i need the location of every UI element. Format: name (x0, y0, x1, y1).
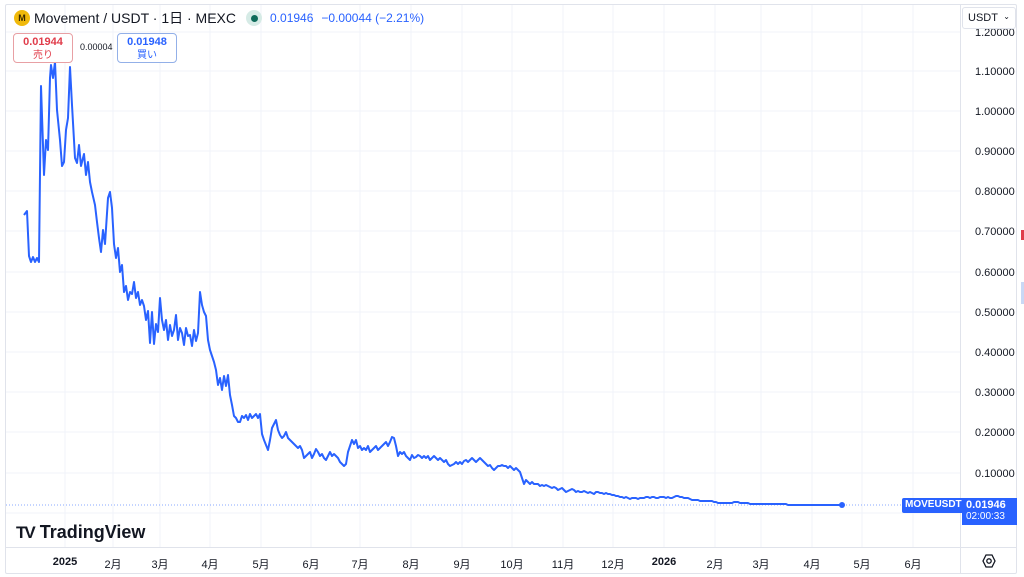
time-axis-label: 11月 (551, 559, 575, 571)
edge-marker-blue (1021, 282, 1024, 304)
chart-plot-area[interactable] (6, 5, 960, 547)
series-symbol-tag: MOVEUSDT (902, 498, 965, 513)
time-axis-label: 9月 (453, 559, 471, 571)
time-axis-label: 2026 (651, 556, 677, 568)
bar-countdown: 02:00:33 (966, 511, 1005, 522)
price-axis-label: 1.20000 (975, 27, 1015, 39)
time-axis-label: 2月 (706, 559, 724, 571)
price-axis-label: 0.40000 (975, 347, 1015, 359)
time-axis-label: 4月 (201, 559, 219, 571)
tradingview-logo[interactable]: TV TradingView (16, 522, 145, 543)
sell-button[interactable]: 0.01944 売り (13, 33, 73, 63)
market-open-dot-icon (246, 10, 263, 26)
chart-frame (5, 4, 1017, 574)
last-point-marker (839, 502, 845, 508)
buy-price: 0.01948 (127, 36, 167, 48)
currency-value: USDT (968, 12, 998, 24)
price-axis-label: 1.00000 (975, 106, 1015, 118)
spread-value: 0.00004 (80, 42, 113, 52)
time-axis-label: 4月 (803, 559, 821, 571)
price-axis-label: 0.30000 (975, 387, 1015, 399)
time-axis-label: 3月 (151, 559, 169, 571)
chart-legend-header: M Movement / USDT · 1日 · MEXC 0.01946 −0… (14, 9, 424, 27)
time-axis-label: 7月 (351, 559, 369, 571)
movement-logo-icon: M (14, 10, 30, 26)
price-axis[interactable]: 1.20000 1.10000 1.00000 0.90000 0.80000 … (960, 5, 1016, 547)
price-axis-label: 0.10000 (975, 468, 1015, 480)
price-axis-label: 0.70000 (975, 226, 1015, 238)
sell-price: 0.01944 (23, 36, 63, 48)
price-axis-label: 0.90000 (975, 146, 1015, 158)
time-axis-label: 5月 (252, 559, 270, 571)
time-axis-label: 8月 (402, 559, 420, 571)
time-axis-label: 5月 (853, 559, 871, 571)
time-axis-label: 6月 (302, 559, 320, 571)
price-axis-label: 0.20000 (975, 427, 1015, 439)
last-price: 0.01946 (270, 11, 314, 25)
price-axis-label: 0.60000 (975, 267, 1015, 279)
time-axis-label: 3月 (752, 559, 770, 571)
tradingview-mark-icon: TV (16, 522, 36, 542)
buy-label: 買い (137, 50, 157, 61)
time-axis-label: 10月 (500, 559, 524, 571)
price-line (23, 61, 842, 506)
buy-button[interactable]: 0.01948 買い (117, 33, 177, 63)
chart-settings-button[interactable] (960, 547, 1016, 573)
chevron-down-icon: ⌄ (1003, 12, 1010, 21)
time-axis-label: 12月 (601, 559, 625, 571)
chart-canvas (6, 5, 960, 547)
price-axis-label: 0.50000 (975, 307, 1015, 319)
time-axis-label: 2月 (104, 559, 122, 571)
settings-hexagon-icon (981, 553, 996, 568)
price-axis-label: 1.10000 (975, 66, 1015, 78)
time-axis-label: 6月 (904, 559, 922, 571)
last-price-tag-value: 0.01946 (966, 499, 1006, 511)
time-axis-label: 2025 (52, 556, 78, 568)
price-axis-label: 0.80000 (975, 186, 1015, 198)
last-price-tag: 0.01946 02:00:33 (962, 498, 1017, 525)
tradingview-wordmark: TradingView (39, 522, 146, 542)
grid-lines (6, 5, 960, 547)
currency-select[interactable]: USDT ⌄ (962, 7, 1016, 29)
edge-marker-red (1021, 230, 1024, 240)
symbol-title[interactable]: Movement / USDT · 1日 · MEXC (34, 10, 237, 26)
time-axis[interactable]: 2025 2月 3月 4月 5月 6月 7月 8月 9月 10月 11月 12月… (6, 547, 960, 573)
sell-label: 売り (33, 50, 53, 61)
price-change: −0.00044 (−2.21%) (321, 11, 425, 25)
